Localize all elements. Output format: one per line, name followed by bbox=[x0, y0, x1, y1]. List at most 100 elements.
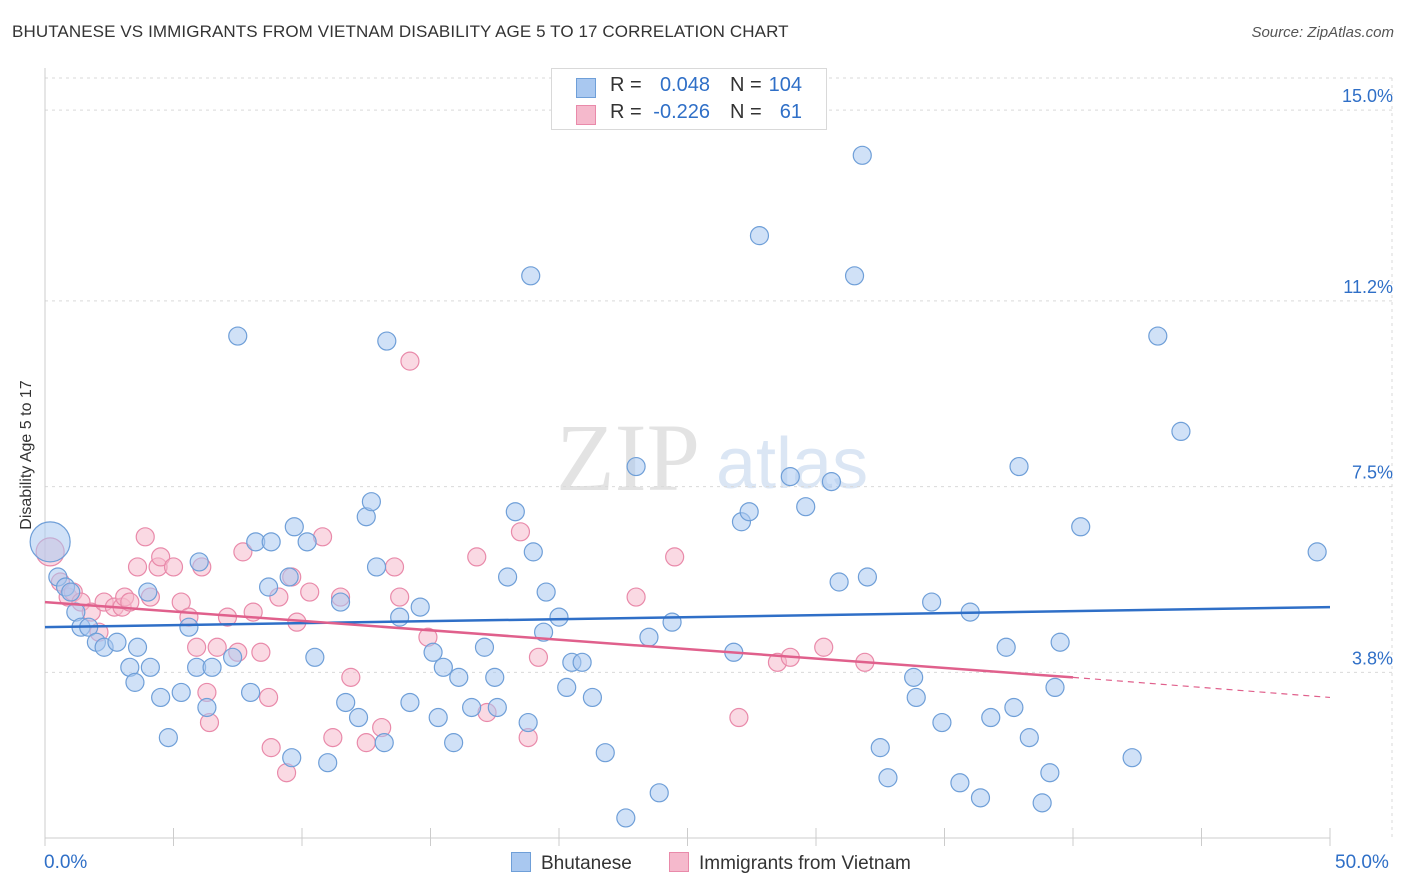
bhutanese-point bbox=[330, 592, 351, 612]
x-tick-label-max: 50.0% bbox=[1335, 852, 1389, 873]
bhutanese-point bbox=[829, 572, 849, 592]
bhutanese-point bbox=[662, 612, 682, 632]
bhutanese-point bbox=[433, 657, 453, 677]
vietnam-point bbox=[207, 637, 227, 657]
vietnam-r-value: -0.226 bbox=[653, 101, 710, 123]
vietnam-n-value: 61 bbox=[779, 101, 802, 123]
bhutanese-point bbox=[140, 657, 160, 677]
bhutanese-point bbox=[474, 637, 495, 657]
y-tick-label: 15.0% bbox=[1342, 86, 1393, 106]
vietnam-point bbox=[120, 592, 140, 612]
vietnam-point bbox=[341, 667, 361, 687]
stats-box: R = 0.048 N = 104 R = -0.226 N = 61 bbox=[551, 68, 827, 130]
vietnam-point bbox=[127, 557, 148, 577]
bhutanese-point bbox=[1148, 326, 1168, 346]
legend-item-vietnam[interactable]: Immigrants from Vietnam bbox=[669, 852, 911, 875]
bhutanese-swatch bbox=[576, 78, 596, 98]
vietnam-point bbox=[510, 522, 531, 542]
bhutanese-point bbox=[151, 687, 171, 708]
axes bbox=[44, 68, 1331, 846]
bhutanese-n-value: 104 bbox=[768, 74, 802, 96]
vietnam-point bbox=[163, 557, 184, 577]
bhutanese-point bbox=[1019, 728, 1039, 748]
bhutanese-point bbox=[374, 733, 394, 753]
bhutanese-point bbox=[796, 497, 816, 517]
bhutanese-point bbox=[428, 707, 448, 728]
vietnam-point bbox=[187, 637, 207, 657]
y-tick-label: 3.8% bbox=[1352, 648, 1393, 668]
vietnam-point bbox=[390, 587, 410, 607]
bhutanese-point bbox=[1071, 517, 1091, 537]
bhutanese-point bbox=[107, 632, 127, 652]
r-label: R = bbox=[610, 101, 642, 123]
bhutanese-point bbox=[179, 617, 199, 637]
bhutanese-point bbox=[158, 728, 178, 748]
bhutanese-point bbox=[572, 652, 592, 672]
vietnam-point bbox=[151, 547, 171, 567]
bhutanese-point bbox=[297, 532, 317, 552]
vietnam-point bbox=[300, 582, 320, 602]
bhutanese-point bbox=[485, 667, 505, 687]
bhutanese-trend-line bbox=[44, 605, 1331, 629]
vietnam-point bbox=[528, 647, 549, 667]
bhutanese-r-value: 0.048 bbox=[659, 74, 710, 96]
bhutanese-point bbox=[318, 753, 338, 773]
bhutanese-point bbox=[1032, 793, 1052, 813]
bhutanese-point bbox=[487, 697, 507, 718]
bhutanese-point bbox=[595, 743, 615, 763]
bhutanese-point bbox=[348, 707, 369, 728]
bhutanese-point bbox=[996, 637, 1016, 657]
vietnam-point bbox=[384, 557, 405, 577]
bhutanese-point bbox=[279, 567, 299, 587]
vietnam-trend-line bbox=[44, 600, 1074, 679]
vietnam-points bbox=[35, 351, 875, 783]
bhutanese-point bbox=[390, 607, 410, 627]
bhutanese-point bbox=[852, 145, 872, 165]
bhutanese-point bbox=[950, 773, 970, 793]
bhutanese-point bbox=[127, 637, 148, 657]
watermark-zip: ZIP bbox=[556, 404, 700, 511]
bhutanese-point bbox=[981, 707, 1001, 728]
bhutanese-point bbox=[639, 627, 659, 647]
bhutanese-point bbox=[505, 502, 525, 522]
bhutanese-point bbox=[305, 647, 325, 667]
bhutanese-point bbox=[336, 692, 356, 713]
bhutanese-point bbox=[970, 788, 991, 808]
bhutanese-point bbox=[61, 582, 81, 602]
bhutanese-point bbox=[616, 808, 636, 828]
grid-lines bbox=[45, 77, 1393, 838]
bhutanese-point bbox=[521, 266, 541, 286]
bhutanese-point bbox=[518, 712, 538, 733]
bhutanese-point bbox=[171, 682, 191, 703]
vietnam-point bbox=[323, 728, 343, 748]
bhutanese-point bbox=[857, 567, 878, 587]
bhutanese-point bbox=[749, 226, 770, 246]
bhutanese-point bbox=[29, 521, 71, 563]
bhutanese-point bbox=[878, 768, 898, 788]
bhutanese-point bbox=[1122, 748, 1142, 768]
bhutanese-point bbox=[904, 667, 924, 687]
bhutanese-point bbox=[449, 667, 469, 687]
bhutanese-point bbox=[1004, 697, 1024, 718]
bhutanese-point bbox=[1045, 677, 1065, 698]
bhutanese-point bbox=[223, 647, 243, 667]
vietnam-point bbox=[665, 547, 685, 567]
bhutanese-point bbox=[906, 687, 926, 708]
bhutanese-point bbox=[1171, 421, 1191, 442]
bhutanese-point bbox=[739, 502, 759, 522]
bhutanese-point bbox=[282, 748, 302, 768]
bhutanese-point bbox=[189, 552, 209, 572]
bhutanese-point bbox=[400, 692, 420, 713]
vietnam-point bbox=[251, 642, 271, 662]
vietnam-point bbox=[135, 527, 155, 547]
bhutanese-points bbox=[29, 145, 1327, 828]
trend-lines bbox=[44, 600, 1331, 699]
bhutanese-point bbox=[844, 266, 865, 286]
bhutanese-point bbox=[410, 597, 430, 617]
legend-item-bhutanese[interactable]: Bhutanese bbox=[511, 852, 632, 875]
bhutanese-point bbox=[377, 331, 397, 351]
vietnam-point bbox=[814, 637, 834, 657]
bhutanese-point bbox=[1050, 632, 1070, 652]
bhutanese-point bbox=[202, 657, 222, 677]
y-tick-labels: 3.8% 7.5% 11.2% 15.0% bbox=[1342, 86, 1393, 668]
